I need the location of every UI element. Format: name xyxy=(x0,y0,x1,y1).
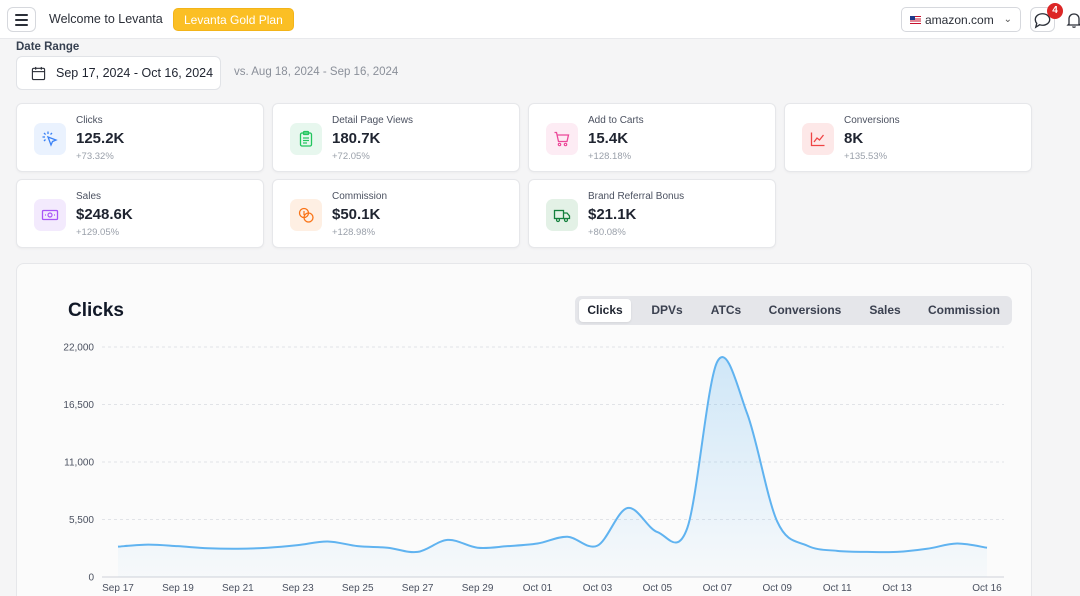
metric-label: Add to Carts xyxy=(588,115,644,126)
metric-card-sales: Sales $248.6K +129.05% xyxy=(16,179,264,248)
metric-change: +72.05% xyxy=(332,151,370,162)
x-tick-label: Oct 13 xyxy=(882,583,912,594)
x-tick-label: Sep 23 xyxy=(282,583,314,594)
x-tick-label: Oct 01 xyxy=(523,583,553,594)
metric-change: +73.32% xyxy=(76,151,114,162)
cart-icon xyxy=(546,123,578,155)
clicks-area-fill xyxy=(118,357,987,577)
cash-icon xyxy=(34,199,66,231)
bell-icon[interactable] xyxy=(1064,10,1080,30)
x-tick-label: Oct 05 xyxy=(643,583,673,594)
metric-change: +129.05% xyxy=(76,227,120,238)
x-tick-label: Oct 16 xyxy=(972,583,1002,594)
tab-dpvs[interactable]: DPVs xyxy=(651,303,683,317)
metric-change: +135.53% xyxy=(844,151,888,162)
metric-value: 15.4K xyxy=(588,130,629,147)
metric-card-clicks: Clicks 125.2K +73.32% xyxy=(16,103,264,172)
y-tick-label: 5,500 xyxy=(69,515,94,526)
metric-card-add-to-carts: Add to Carts 15.4K +128.18% xyxy=(528,103,776,172)
marketplace-value: amazon.com xyxy=(925,12,994,27)
chevron-down-icon: ⌄ xyxy=(1003,14,1012,25)
y-tick-label: 11,000 xyxy=(64,458,94,469)
metric-card-brand-referral-bonus: Brand Referral Bonus $21.1K +80.08% xyxy=(528,179,776,248)
cursor-click-icon xyxy=(34,123,66,155)
x-tick-label: Oct 03 xyxy=(583,583,613,594)
x-tick-label: Oct 09 xyxy=(763,583,793,594)
top-bar: Welcome to Levanta Levanta Gold Plan ama… xyxy=(0,0,1080,39)
y-tick-label: 0 xyxy=(88,573,94,584)
y-tick-label: 16,500 xyxy=(63,400,94,411)
plan-badge[interactable]: Levanta Gold Plan xyxy=(173,8,294,31)
tab-atcs[interactable]: ATCs xyxy=(710,303,742,317)
metric-label: Conversions xyxy=(844,115,900,126)
tab-conversions[interactable]: Conversions xyxy=(768,303,842,317)
metric-change: +80.08% xyxy=(588,227,626,238)
trend-chart-icon xyxy=(802,123,834,155)
comparison-range: vs. Aug 18, 2024 - Sep 16, 2024 xyxy=(234,66,399,78)
us-flag-icon xyxy=(910,15,921,24)
x-tick-label: Sep 21 xyxy=(222,583,254,594)
date-range-label: Date Range xyxy=(16,41,80,53)
tab-commission[interactable]: Commission xyxy=(927,303,1000,317)
date-range-value: Sep 17, 2024 - Oct 16, 2024 xyxy=(56,66,214,80)
x-tick-label: Oct 07 xyxy=(703,583,733,594)
tab-sales[interactable]: Sales xyxy=(869,303,901,317)
metric-card-detail-page-views: Detail Page Views 180.7K +72.05% xyxy=(272,103,520,172)
metric-card-conversions: Conversions 8K +135.53% xyxy=(784,103,1032,172)
clipboard-icon xyxy=(290,123,322,155)
notification-count-badge: 4 xyxy=(1047,3,1063,19)
welcome-text: Welcome to Levanta xyxy=(49,12,163,26)
chart-title: Clicks xyxy=(68,300,124,321)
clicks-series-line[interactable] xyxy=(117,356,988,554)
metric-change: +128.18% xyxy=(588,151,632,162)
metric-label: Brand Referral Bonus xyxy=(588,191,685,202)
truck-icon xyxy=(546,199,578,231)
metric-change: +128.98% xyxy=(332,227,376,238)
metric-label: Detail Page Views xyxy=(332,115,413,126)
tab-clicks[interactable]: Clicks xyxy=(579,299,631,322)
metric-label: Sales xyxy=(76,191,102,202)
x-tick-label: Oct 11 xyxy=(823,583,852,594)
date-range-picker[interactable]: Sep 17, 2024 - Oct 16, 2024 xyxy=(16,56,221,90)
y-tick-label: 22,000 xyxy=(63,343,94,354)
metric-value: 8K xyxy=(844,130,864,147)
x-tick-label: Sep 27 xyxy=(402,583,434,594)
metric-value: $50.1K xyxy=(332,206,381,223)
x-tick-label: Sep 25 xyxy=(342,583,374,594)
metric-value: 180.7K xyxy=(332,130,381,147)
metric-label: Commission xyxy=(332,191,388,202)
metric-value: 125.2K xyxy=(76,130,125,147)
coins-icon xyxy=(290,199,322,231)
chart-metric-tabs: Clicks DPVs ATCs Conversions Sales Commi… xyxy=(575,296,1012,325)
metric-card-commission: Commission $50.1K +128.98% xyxy=(272,179,520,248)
x-tick-label: Sep 19 xyxy=(162,583,194,594)
x-tick-label: Sep 29 xyxy=(462,583,494,594)
calendar-icon xyxy=(31,66,46,80)
marketplace-select[interactable]: amazon.com ⌄ xyxy=(901,7,1021,32)
x-tick-label: Sep 17 xyxy=(102,583,134,594)
metric-label: Clicks xyxy=(76,115,103,126)
metric-value: $248.6K xyxy=(76,206,133,223)
hamburger-menu-icon[interactable] xyxy=(7,7,36,32)
metric-value: $21.1K xyxy=(588,206,637,223)
